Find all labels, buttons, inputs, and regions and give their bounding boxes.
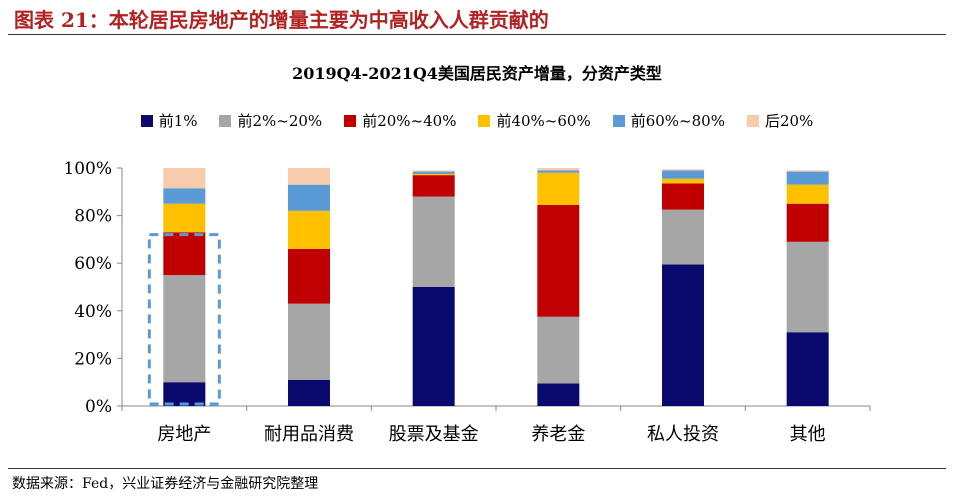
legend-swatch [140,114,153,127]
bar-segment [786,241,829,333]
x-tick-label: 私人投资 [647,424,719,445]
x-tick-label: 房地产 [157,424,211,445]
source-note: 数据来源：Fed，兴业证券经济与金融研究院整理 [12,476,319,492]
x-tick-label: 养老金 [531,424,585,445]
legend-label: 前20%~40% [362,112,457,130]
legend-item: 前40%~60% [478,110,591,131]
x-tick-label: 股票及基金 [389,424,479,445]
legend-label: 前40%~60% [496,112,591,130]
y-tick-label: 60% [74,254,112,274]
bar-segment [288,210,330,249]
bar-segment [537,168,580,171]
bar-segment [163,275,206,383]
bar-segment [537,204,580,317]
bar-segment [786,170,829,172]
legend-item: 前20%~40% [344,110,456,131]
highlight-box [147,233,221,406]
bar-segment [662,178,704,184]
bar-segment [412,287,455,406]
bar-segment [163,382,206,406]
legend-swatch [478,114,491,127]
bar-segment [537,316,580,384]
bar-segment [288,168,330,185]
bar-segment [288,184,330,211]
bar-segment [786,203,829,242]
bar-segment [288,303,330,380]
bottom-divider [8,468,946,469]
bar-segment [288,379,330,406]
y-tick-label: 0% [85,397,112,417]
bar-segment [163,168,206,189]
y-tick-label: 40% [74,302,112,322]
bar-segment [537,170,580,173]
bar-segment [412,171,455,174]
legend-label: 前60%~80% [630,112,725,130]
bar-segment [662,169,704,171]
y-tick-label: 100% [63,159,112,179]
bar-segment [163,203,206,233]
bar-segment [412,175,455,197]
y-tick-label: 20% [74,349,112,369]
bar-segment [412,170,455,172]
bar-segment [662,170,704,179]
bar-segment [662,264,704,406]
bar-segment [537,172,580,205]
bar-segment [537,383,580,406]
legend-label: 前1% [158,112,198,130]
x-tick-label: 耐用品消费 [264,424,354,445]
bar-segment [662,183,704,210]
bar-segment [412,196,455,287]
chart-legend: 前1% 前2%~20% 前20%~40% 前40%~60% 前60%~80% 后20% [0,110,954,131]
legend-swatch [612,114,625,127]
legend-item: 前60%~80% [612,110,725,131]
legend-swatch [219,114,232,127]
bar-segment [786,184,829,204]
legend-swatch [746,114,759,127]
bar-segment [662,209,704,265]
legend-swatch [344,114,357,127]
bar-segment [163,232,206,276]
bar-segment [288,248,330,304]
y-tick-label: 80% [74,207,112,227]
x-tick-label: 其他 [790,424,826,445]
legend-item: 前2%~20% [219,110,322,131]
bar-segment [786,332,829,406]
legend-item: 后20% [746,110,814,131]
chart-title: 2019Q4-2021Q4美国居民资产增量，分资产类型 [292,64,662,83]
top-divider [8,34,946,35]
figure-title: 图表 21：本轮居民房地产的增量主要为中高收入人群贡献的 [14,8,549,32]
legend-item: 前1% [140,110,198,131]
bar-segment [786,171,829,185]
bar-segment [163,188,206,204]
legend-label: 前2%~20% [237,112,323,130]
bar-segment [412,173,455,176]
legend-label: 后20% [764,112,814,130]
